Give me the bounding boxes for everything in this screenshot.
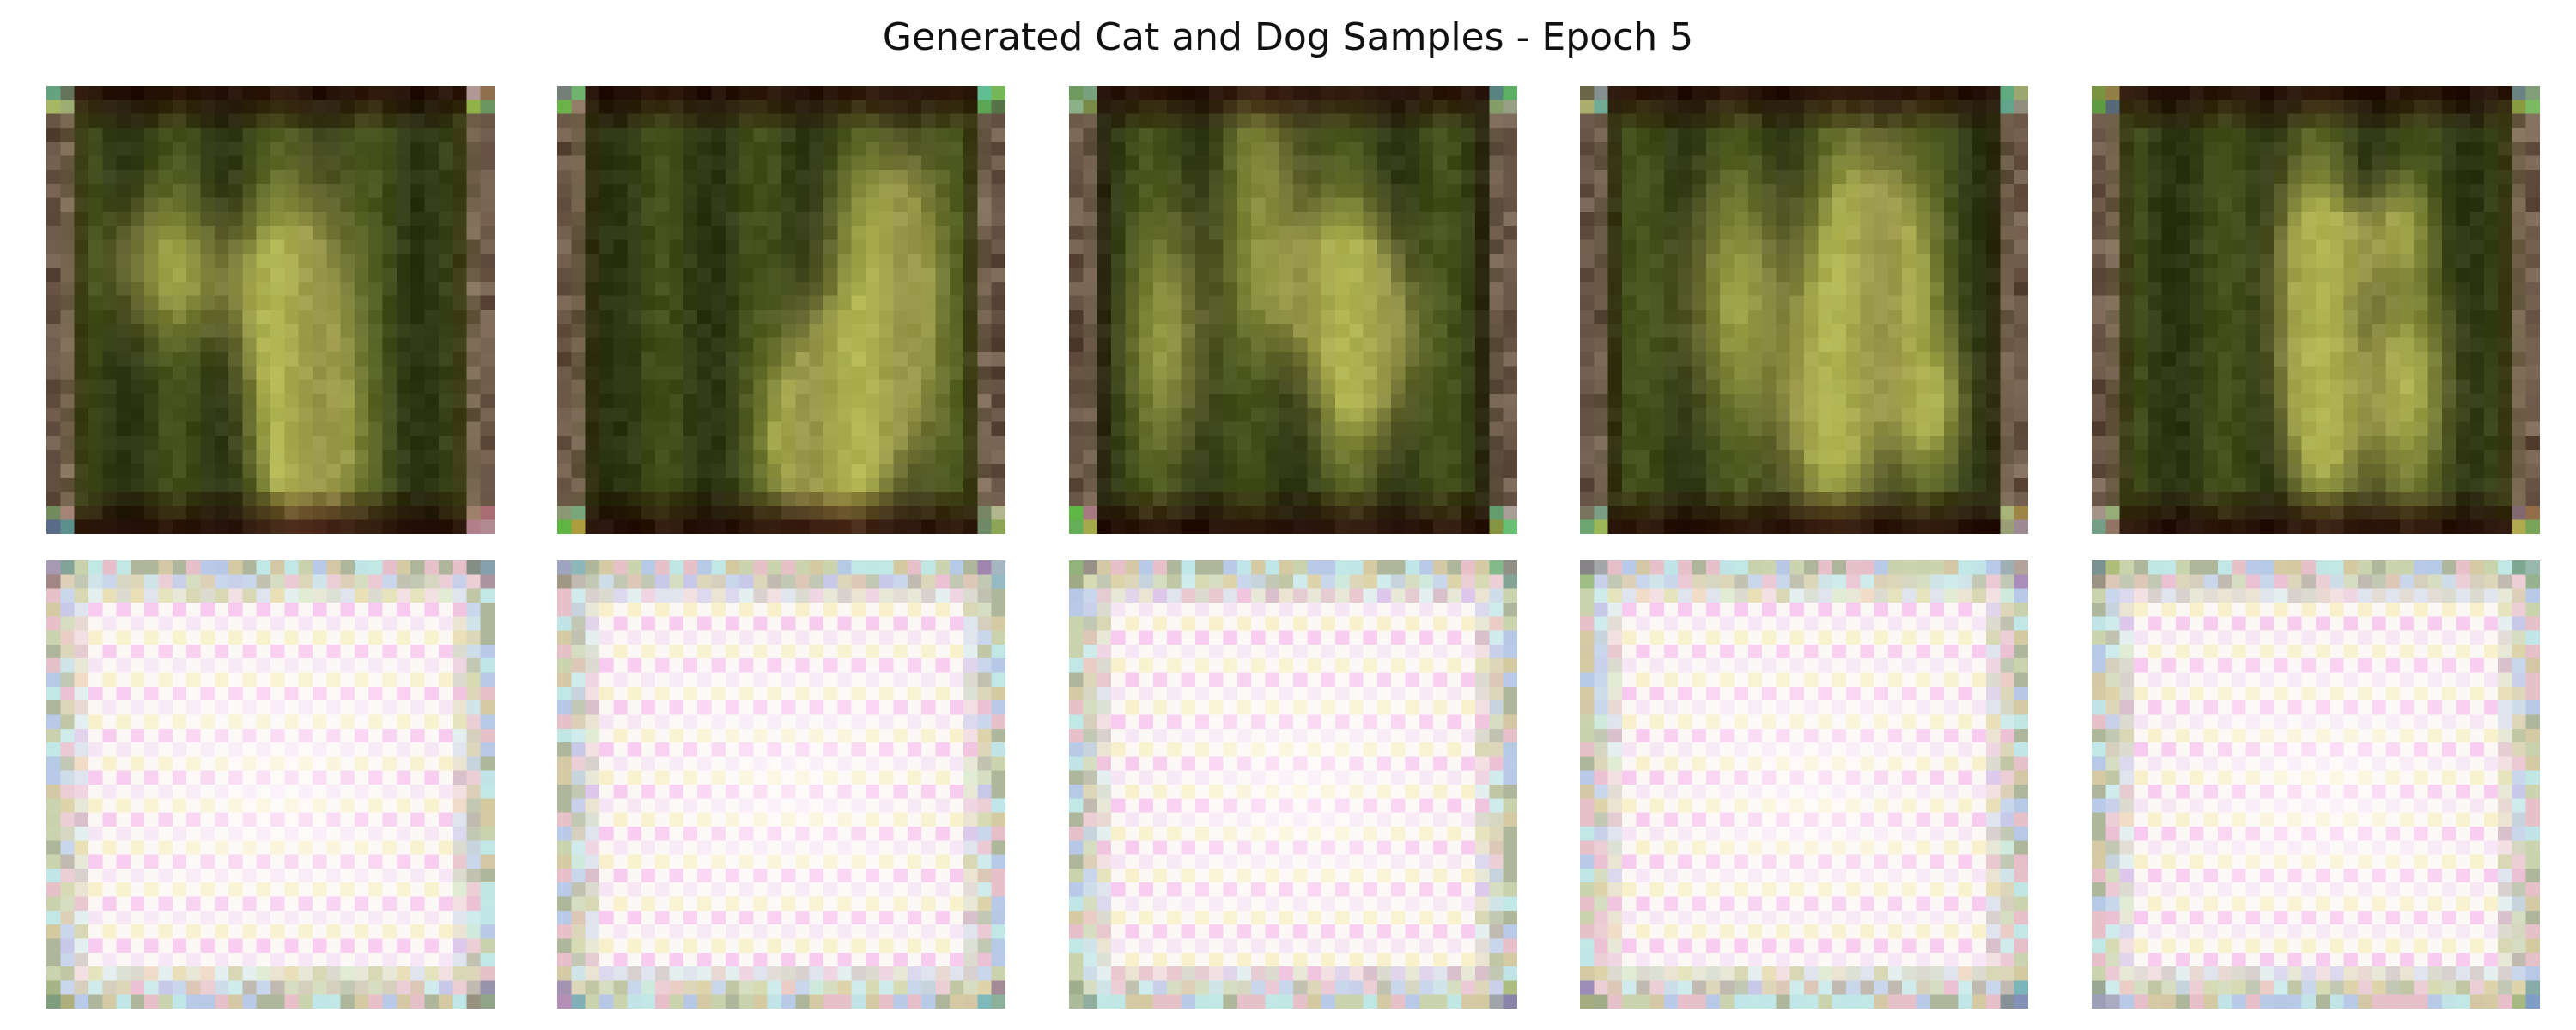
generated-sample-r1-c1 (46, 86, 495, 534)
generated-sample-r2-c2 (557, 560, 1005, 1009)
generated-sample-r2-c3 (1069, 560, 1517, 1009)
generated-sample-r2-c1 (46, 560, 495, 1009)
generated-sample-r1-c2 (557, 86, 1005, 534)
generated-sample-r2-c5 (2092, 560, 2540, 1009)
generated-sample-r2-c4 (1580, 560, 2028, 1009)
generated-sample-r1-c5 (2092, 86, 2540, 534)
figure-title: Generated Cat and Dog Samples - Epoch 5 (882, 15, 1694, 59)
generated-sample-r1-c4 (1580, 86, 2028, 534)
generated-sample-r1-c3 (1069, 86, 1517, 534)
